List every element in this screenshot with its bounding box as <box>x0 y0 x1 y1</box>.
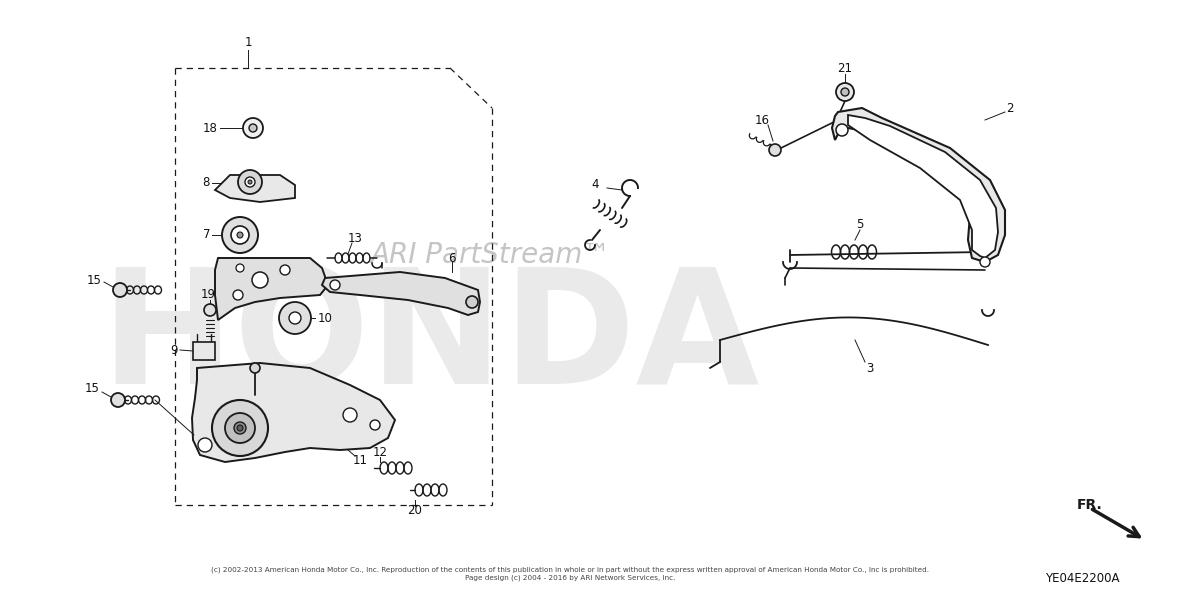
Circle shape <box>278 302 312 334</box>
Text: 4: 4 <box>591 179 598 192</box>
Circle shape <box>280 265 290 275</box>
Circle shape <box>250 363 260 373</box>
Text: 20: 20 <box>407 503 422 516</box>
Text: 15: 15 <box>87 274 101 287</box>
Polygon shape <box>192 363 395 462</box>
Circle shape <box>249 124 257 132</box>
Bar <box>194 342 215 360</box>
Text: HONDA: HONDA <box>100 263 760 418</box>
Text: 10: 10 <box>317 312 333 325</box>
Circle shape <box>204 304 216 316</box>
Polygon shape <box>848 115 998 258</box>
Text: 2: 2 <box>1007 101 1014 114</box>
Text: 13: 13 <box>348 231 362 244</box>
Circle shape <box>237 425 243 431</box>
Text: 6: 6 <box>448 251 455 264</box>
Text: 5: 5 <box>857 218 864 231</box>
Circle shape <box>253 272 268 288</box>
Circle shape <box>232 290 243 300</box>
Circle shape <box>113 283 127 297</box>
Circle shape <box>841 88 848 96</box>
Text: 3: 3 <box>866 362 873 375</box>
Circle shape <box>238 170 262 194</box>
Text: 21: 21 <box>838 61 852 74</box>
Circle shape <box>111 393 125 407</box>
Text: (c) 2002-2013 American Honda Motor Co., Inc. Reproduction of the contents of thi: (c) 2002-2013 American Honda Motor Co., … <box>211 567 929 573</box>
Polygon shape <box>322 272 480 315</box>
Circle shape <box>222 217 258 253</box>
Text: 9: 9 <box>170 343 178 356</box>
Text: Page design (c) 2004 - 2016 by ARI Network Services, Inc.: Page design (c) 2004 - 2016 by ARI Netwo… <box>465 575 675 581</box>
Circle shape <box>243 118 263 138</box>
Circle shape <box>237 232 243 238</box>
Text: ARI PartStream™: ARI PartStream™ <box>371 241 610 269</box>
Circle shape <box>769 144 781 156</box>
Circle shape <box>245 177 255 187</box>
Text: 11: 11 <box>353 454 367 467</box>
Circle shape <box>225 413 255 443</box>
Text: 15: 15 <box>85 382 100 395</box>
Circle shape <box>981 257 990 267</box>
Polygon shape <box>215 258 328 320</box>
Polygon shape <box>832 108 1005 262</box>
Circle shape <box>371 420 380 430</box>
Text: 8: 8 <box>203 176 210 189</box>
Circle shape <box>330 280 340 290</box>
Text: 19: 19 <box>201 289 216 301</box>
Circle shape <box>236 264 244 272</box>
Circle shape <box>198 438 212 452</box>
Circle shape <box>289 312 301 324</box>
Circle shape <box>466 296 478 308</box>
Text: 12: 12 <box>373 445 387 458</box>
Circle shape <box>234 422 245 434</box>
Text: YE04E2200A: YE04E2200A <box>1045 572 1120 585</box>
Text: 16: 16 <box>754 113 769 126</box>
Circle shape <box>835 124 848 136</box>
Text: 7: 7 <box>203 228 210 241</box>
Circle shape <box>231 226 249 244</box>
Circle shape <box>343 408 358 422</box>
Circle shape <box>835 83 854 101</box>
Text: 18: 18 <box>203 122 218 135</box>
Polygon shape <box>215 175 295 202</box>
Text: 1: 1 <box>244 35 251 48</box>
Circle shape <box>212 400 268 456</box>
Circle shape <box>248 180 253 184</box>
Text: FR.: FR. <box>1077 498 1103 512</box>
